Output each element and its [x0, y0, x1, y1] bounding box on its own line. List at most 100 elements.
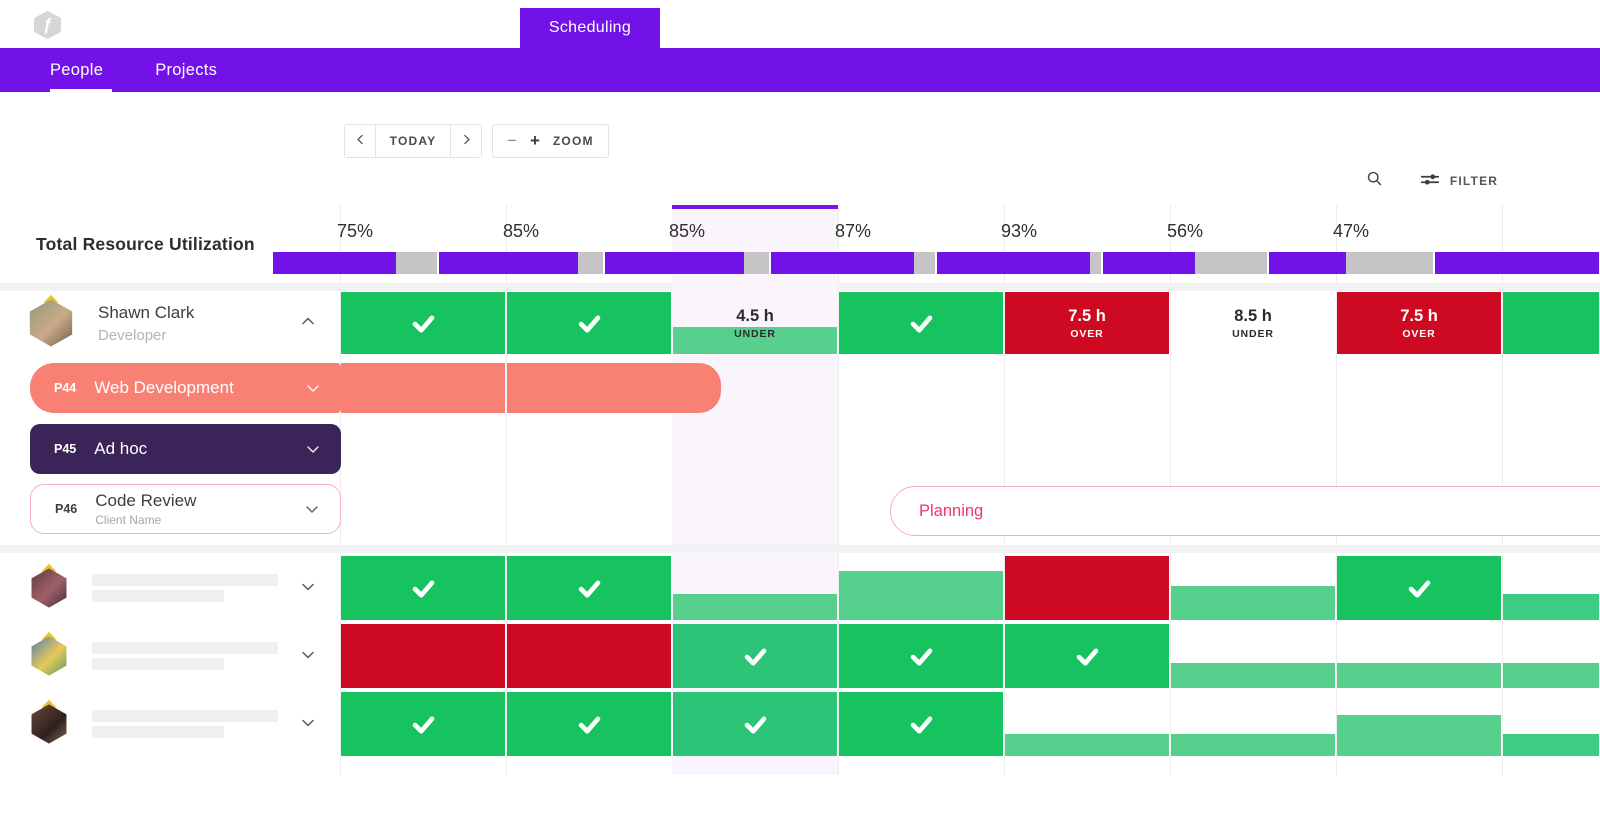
grid-tail-cell: [340, 757, 506, 775]
schedule-cell[interactable]: [838, 291, 1004, 355]
utilization-percent: 93%: [1000, 221, 1038, 241]
utilization-percent: 75%: [336, 221, 374, 241]
utilization-bar: [771, 252, 935, 274]
hours-text: 7.5 h OVER: [1337, 292, 1501, 354]
schedule-cell[interactable]: [340, 291, 506, 355]
next-period-button[interactable]: [451, 125, 481, 157]
utilization-column[interactable]: 75%: [272, 205, 438, 283]
schedule-cell[interactable]: 4.5 h UNDER: [672, 291, 838, 355]
schedule-cell[interactable]: [1004, 623, 1170, 689]
schedule-cell[interactable]: [340, 691, 506, 757]
utilization-column[interactable]: 56%: [1102, 205, 1268, 283]
chevron-down-icon: [304, 501, 320, 517]
cell-fill: [507, 692, 671, 756]
schedule-cell[interactable]: 7.5 h OVER: [1004, 291, 1170, 355]
schedule-cell[interactable]: 7.5 h OVER: [1336, 291, 1502, 355]
avatar: [30, 704, 68, 744]
project-pill-p44[interactable]: P44 Web Development: [30, 363, 341, 413]
schedule-cell[interactable]: [506, 291, 672, 355]
cell-partial-fill: [1503, 662, 1599, 688]
cell-partial-fill: [1005, 734, 1169, 756]
project-bar-web-development[interactable]: [341, 363, 505, 413]
schedule-cell[interactable]: [672, 623, 838, 689]
nav-item-projects[interactable]: Projects: [155, 60, 218, 79]
avatar: [28, 299, 74, 347]
person-info: Shawn Clark Developer: [0, 291, 340, 355]
tab-scheduling[interactable]: Scheduling: [520, 8, 660, 48]
expand-button[interactable]: [300, 715, 316, 734]
person-row: [0, 555, 1600, 621]
cell-partial-fill: [1171, 585, 1335, 620]
expand-button[interactable]: [300, 579, 316, 598]
schedule-cell[interactable]: [1336, 691, 1502, 757]
schedule-cell[interactable]: [340, 623, 506, 689]
grid-tail-row: [0, 757, 1600, 775]
utilization-bar: [1269, 252, 1433, 274]
collapse-button[interactable]: [300, 314, 316, 333]
cell-partial-fill: [839, 570, 1003, 620]
hours-value: 7.5 h: [1400, 306, 1438, 325]
schedule-cell[interactable]: [838, 555, 1004, 621]
expand-button[interactable]: [300, 647, 316, 666]
utilization-row: Total Resource Utilization 75% 85% 85% 87% 9…: [0, 205, 1600, 283]
project-bar-web-development[interactable]: [507, 363, 721, 413]
schedule-cell[interactable]: [1170, 623, 1336, 689]
prev-period-button[interactable]: [345, 125, 375, 157]
grid-tail-cell: [506, 757, 672, 775]
schedule-cell[interactable]: [1502, 691, 1600, 757]
schedule-cell[interactable]: [506, 623, 672, 689]
utilization-percent: 56%: [1166, 221, 1204, 241]
hours-status: OVER: [1070, 327, 1104, 340]
schedule-cell[interactable]: 8.5 h UNDER: [1170, 291, 1336, 355]
utilization-column[interactable]: [1434, 205, 1600, 283]
person-text: [92, 642, 278, 670]
avatar: [30, 568, 68, 608]
person-row: Shawn Clark Developer 4.5 h UNDER 7.5 h OVER 8…: [0, 291, 1600, 355]
toolbar: TODAY − + ZOOM FILTER: [0, 92, 1600, 237]
schedule-cell[interactable]: [1004, 555, 1170, 621]
project-pill-p45[interactable]: P45 Ad hoc: [30, 424, 341, 474]
schedule-cell[interactable]: [1502, 291, 1600, 355]
project-pill-p46[interactable]: P46 Code Review Client Name: [30, 484, 341, 534]
schedule-cell[interactable]: [506, 555, 672, 621]
nav-item-people[interactable]: People: [50, 60, 104, 79]
schedule-cell[interactable]: [1170, 555, 1336, 621]
filter-label: FILTER: [1449, 173, 1499, 188]
schedule-cell[interactable]: [672, 555, 838, 621]
utilization-column[interactable]: 93%: [936, 205, 1102, 283]
check-icon: [410, 575, 437, 602]
search-button[interactable]: [1356, 124, 1392, 237]
schedule-cell[interactable]: [1004, 691, 1170, 757]
schedule-cell[interactable]: [1502, 555, 1600, 621]
planning-bar[interactable]: Planning: [890, 486, 1600, 536]
schedule-cell[interactable]: [1336, 623, 1502, 689]
schedule-cell[interactable]: [340, 555, 506, 621]
schedule-cell[interactable]: [838, 691, 1004, 757]
schedule-cell[interactable]: [506, 691, 672, 757]
schedule-cell[interactable]: [672, 691, 838, 757]
hours-text: 7.5 h OVER: [1005, 292, 1169, 354]
utilization-column[interactable]: 47%: [1268, 205, 1434, 283]
filter-button[interactable]: FILTER: [1402, 124, 1516, 237]
check-icon: [1406, 575, 1433, 602]
zoom-in-button[interactable]: +: [529, 131, 540, 150]
schedule-cell[interactable]: [838, 623, 1004, 689]
zoom-out-button[interactable]: −: [507, 131, 517, 150]
schedule-cell[interactable]: [1336, 555, 1502, 621]
schedule-cell[interactable]: [1502, 623, 1600, 689]
avatar-image: [31, 704, 67, 744]
schedule-cell[interactable]: [1170, 691, 1336, 757]
utilization-column[interactable]: 85%: [604, 205, 770, 283]
today-button[interactable]: TODAY: [375, 125, 451, 157]
logo-glyph: ƒ: [42, 15, 53, 34]
placeholder-line: [92, 726, 224, 738]
cell-fill: [341, 556, 505, 620]
grid-tail-spacer: [0, 757, 340, 775]
utilization-percent: 47%: [1332, 221, 1370, 241]
utilization-column[interactable]: 87%: [770, 205, 936, 283]
date-nav-group: TODAY: [344, 124, 482, 158]
hours-text: 8.5 h UNDER: [1171, 292, 1335, 354]
grid-column-line: [838, 205, 839, 775]
chevron-down-icon: [300, 715, 316, 734]
utilization-column[interactable]: 85%: [438, 205, 604, 283]
